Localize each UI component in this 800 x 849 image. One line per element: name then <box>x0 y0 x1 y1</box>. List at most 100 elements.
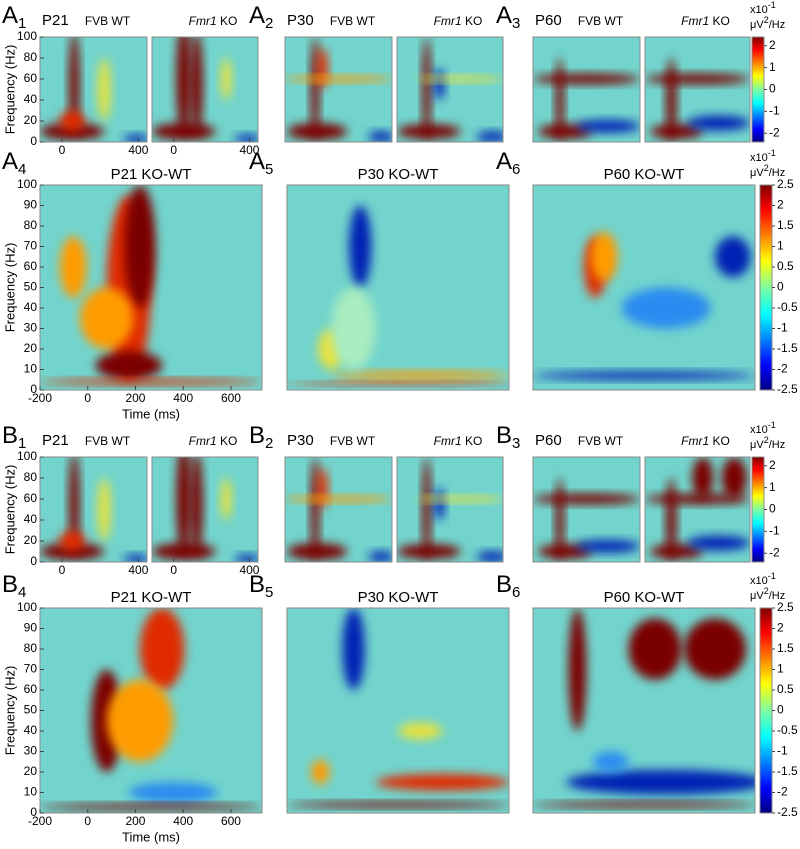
heatmap-blob <box>418 495 503 503</box>
heatmap-blob <box>375 774 509 791</box>
heatmap-blob <box>687 115 750 131</box>
x-tick-label: 0 <box>84 814 91 828</box>
heatmap <box>40 37 147 142</box>
y-tick-label: 100 <box>17 29 37 43</box>
plot-frame <box>286 184 510 391</box>
colorbar-tick-label: -2 <box>777 362 788 376</box>
panel-label: A5 <box>249 148 273 178</box>
heatmap-blob <box>575 119 640 133</box>
heatmap-blob <box>106 679 174 762</box>
y-tick-label: 60 <box>24 682 38 696</box>
heatmap <box>533 608 755 813</box>
heatmap-blob <box>59 110 85 132</box>
heatmap-blob <box>220 478 232 520</box>
panel-subscript: 5 <box>265 161 273 178</box>
panel-label: A3 <box>496 2 520 32</box>
y-tick-label: 90 <box>24 198 38 212</box>
wt-label: FVB WT <box>578 434 624 448</box>
colorbar-tick-label: 2.5 <box>777 600 794 614</box>
colorbar-tick-label: 1 <box>769 60 776 74</box>
heatmap-blob <box>95 351 163 380</box>
heatmap <box>152 457 258 562</box>
plot-frame <box>286 607 510 814</box>
x-tick-label: 200 <box>125 391 145 405</box>
heatmap-blob <box>317 47 328 90</box>
y-tick-label: 30 <box>24 744 38 758</box>
plot-frame <box>532 36 641 143</box>
heatmap-blob <box>590 232 618 282</box>
panel-subscript: 6 <box>512 161 520 178</box>
ko-text: KO <box>713 434 730 448</box>
plot-frame <box>39 456 148 563</box>
heatmap-blob <box>721 457 747 499</box>
unit-exp: 2 <box>764 163 769 173</box>
heatmap-blob <box>310 457 320 562</box>
heatmap-blob <box>533 73 640 85</box>
x-tick-label: 400 <box>128 143 148 157</box>
plot-frame <box>284 36 393 143</box>
ko-text: KO <box>220 14 237 28</box>
y-tick-label: 40 <box>24 92 38 106</box>
heatmap <box>533 457 640 562</box>
colorbar-unit: μV2/Hz <box>750 163 785 179</box>
wt-label: FVB WT <box>330 14 376 28</box>
panel-label: B4 <box>2 571 26 601</box>
heatmap-blob <box>59 236 87 298</box>
colorbar-unit: μV2/Hz <box>750 435 785 451</box>
heatmap-blob <box>124 185 156 308</box>
heatmap <box>645 37 750 142</box>
plot-frame <box>284 456 393 563</box>
x-tick-label: -200 <box>28 814 52 828</box>
heatmap-blob <box>628 618 682 680</box>
heatmap-blob <box>650 544 703 559</box>
colorbar-tick-label: -2.5 <box>777 382 798 396</box>
heatmap-blob <box>687 535 750 551</box>
heatmap-blob <box>59 530 85 552</box>
scale-exp: -1 <box>768 571 776 581</box>
colorbar <box>751 456 765 563</box>
ko-label: Fmr1 KO <box>189 14 238 28</box>
heatmap-blob <box>190 457 203 557</box>
heatmap-blob <box>666 58 677 142</box>
heatmap-blob <box>97 58 111 121</box>
colorbar-scale: x10-1 <box>750 0 776 16</box>
y-tick-label: 10 <box>24 362 38 376</box>
y-tick-label: 20 <box>24 764 38 778</box>
panel-label: B6 <box>496 571 520 601</box>
panel-letter: B <box>2 571 18 598</box>
ko-label: Fmr1 KO <box>681 14 730 28</box>
heatmap-blob <box>666 478 677 562</box>
heatmap-blob <box>683 618 747 680</box>
y-tick-label: 80 <box>24 470 38 484</box>
colorbar <box>759 607 773 814</box>
heatmap <box>40 185 262 390</box>
panel-subscript: 1 <box>18 15 26 32</box>
scale-base: x10 <box>750 575 768 587</box>
age-label: P21 <box>42 432 69 449</box>
colorbar-tick-label: -0.5 <box>777 723 798 737</box>
panel-label: B3 <box>496 422 520 452</box>
panel-subscript: 6 <box>512 584 520 601</box>
y-axis-label: Frequency (Hz) <box>2 243 17 333</box>
y-tick-label: 0 <box>30 382 37 396</box>
plot-frame <box>396 36 504 143</box>
heatmap-blob <box>422 37 431 142</box>
colorbar-tick-label: 1.5 <box>777 218 794 232</box>
ko-label: Fmr1 KO <box>434 434 483 448</box>
ko-label: Fmr1 KO <box>189 434 238 448</box>
heatmap-blob <box>287 801 509 808</box>
y-tick-label: 70 <box>24 662 38 676</box>
y-tick-label: 90 <box>24 621 38 635</box>
x-tick-label: 600 <box>221 391 241 405</box>
ko-text: KO <box>465 434 482 448</box>
x-tick-label: 400 <box>173 391 193 405</box>
heatmap <box>397 457 503 562</box>
y-tick-label: 0 <box>30 805 37 819</box>
panel-subscript: 5 <box>265 584 273 601</box>
y-tick-label: 50 <box>24 703 38 717</box>
heatmap-blob <box>566 769 755 795</box>
heatmap-blob <box>650 124 703 139</box>
panel-subscript: 3 <box>512 435 520 452</box>
heatmap-blob <box>533 801 755 808</box>
heatmap-blob <box>342 608 365 690</box>
